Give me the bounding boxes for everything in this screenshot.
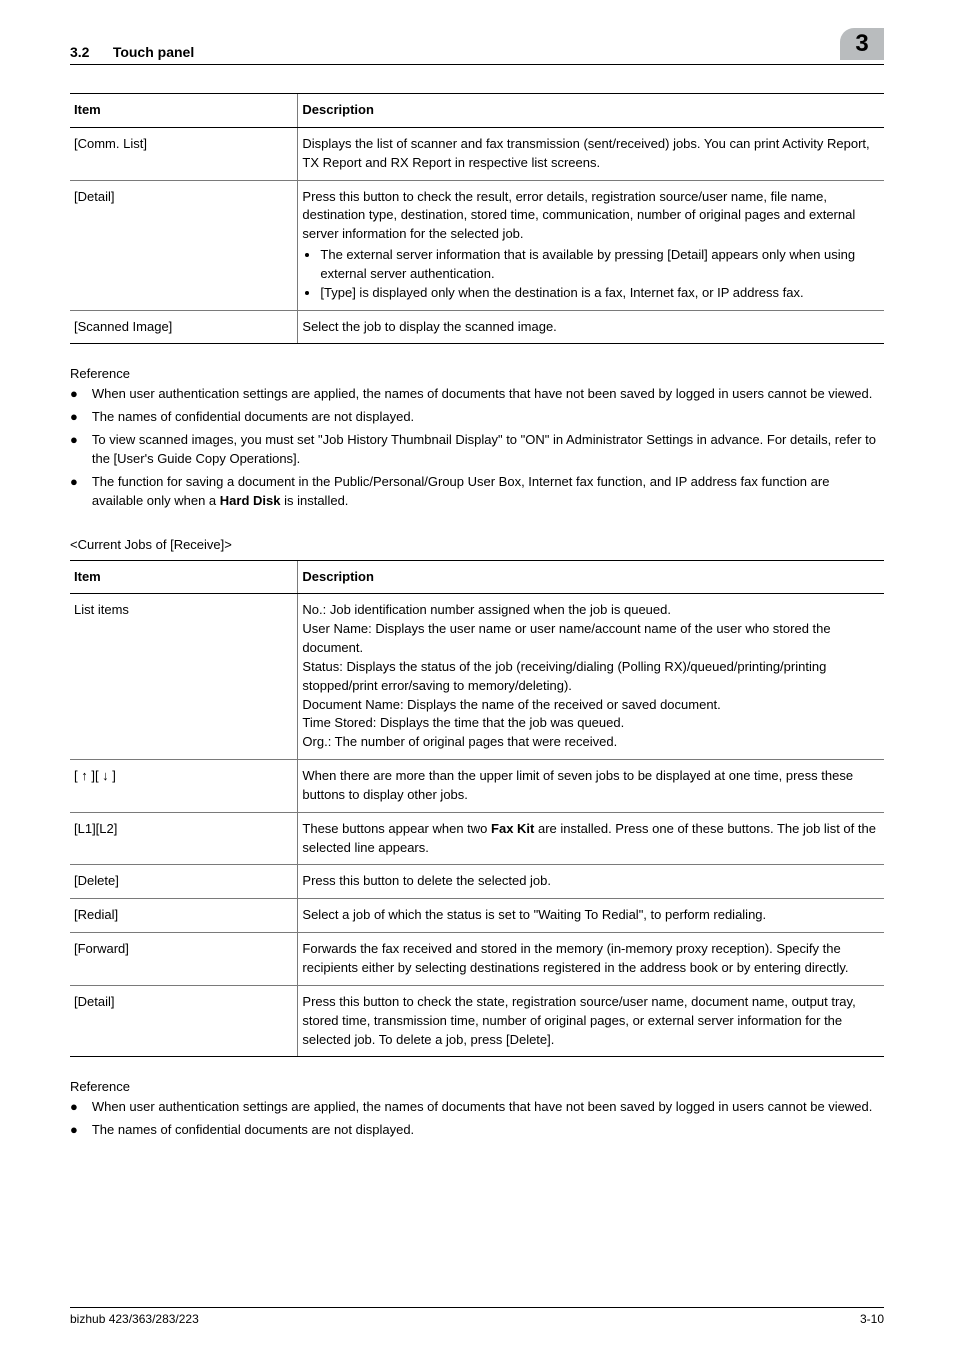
table2-r3-desc: Press this button to delete the selected… (298, 865, 884, 899)
subheading-current-jobs: <Current Jobs of [Receive]> (70, 537, 884, 552)
page: 3.2 Touch panel 3 Item Description [Comm… (0, 0, 954, 1350)
table2-r3-item: [Delete] (70, 865, 298, 899)
page-footer: bizhub 423/363/283/223 3-10 (70, 1307, 884, 1326)
table1-r0-desc: Displays the list of scanner and fax tra… (298, 127, 884, 180)
ref1-item0: When user authentication settings are ap… (92, 385, 873, 404)
table1-r1-desc-pre: Press this button to check the result, e… (302, 189, 855, 242)
table2-r2-item: [L1][L2] (70, 812, 298, 865)
list-item: [Type] is displayed only when the destin… (320, 284, 876, 303)
ref1-item3-bold: Hard Disk (220, 493, 281, 508)
page-header: 3.2 Touch panel 3 (70, 28, 884, 60)
table-item-description-2: Item Description List items No.: Job ide… (70, 560, 884, 1058)
bullet-icon: ● (70, 1121, 78, 1140)
ref2-item1: The names of confidential documents are … (92, 1121, 414, 1140)
table-row: [Forward] Forwards the fax received and … (70, 933, 884, 986)
list-item: ● The names of confidential documents are… (70, 408, 884, 427)
list-item: ● To view scanned images, you must set "J… (70, 431, 884, 469)
table2-r2-pre: These buttons appear when two (302, 821, 491, 836)
footer-right: 3-10 (860, 1312, 884, 1326)
table1-col-item: Item (70, 94, 298, 128)
ref1-item3: The function for saving a document in th… (92, 473, 884, 511)
ref1-item3-pre: The function for saving a document in th… (92, 474, 830, 508)
list-item: The external server information that is … (320, 246, 876, 284)
header-left: 3.2 Touch panel (70, 44, 194, 60)
table-row: [Comm. List] Displays the list of scanne… (70, 127, 884, 180)
table1-r0-item: [Comm. List] (70, 127, 298, 180)
ref1-item2: To view scanned images, you must set "Jo… (92, 431, 884, 469)
table2-r5-item: [Forward] (70, 933, 298, 986)
table1-r1-desc: Press this button to check the result, e… (298, 180, 884, 310)
table2-header-row: Item Description (70, 560, 884, 594)
table-row: List items No.: Job identification numbe… (70, 594, 884, 760)
table-row: [Scanned Image] Select the job to displa… (70, 310, 884, 344)
list-item: ● The function for saving a document in … (70, 473, 884, 511)
bullet-icon: ● (70, 385, 78, 404)
reference-list-2: ● When user authentication settings are a… (70, 1098, 884, 1140)
table2-r4-item: [Redial] (70, 899, 298, 933)
section-title: Touch panel (113, 44, 194, 60)
header-rule (70, 64, 884, 65)
table2-col-desc: Description (298, 560, 884, 594)
bullet-icon: ● (70, 431, 78, 469)
reference-list-1: ● When user authentication settings are a… (70, 385, 884, 510)
table2-r6-desc: Press this button to check the state, re… (298, 985, 884, 1057)
table1-r2-item: [Scanned Image] (70, 310, 298, 344)
table2-r0-item: List items (70, 594, 298, 760)
table1-r1-item: [Detail] (70, 180, 298, 310)
section-number: 3.2 (70, 44, 89, 60)
table2-r5-desc: Forwards the fax received and stored in … (298, 933, 884, 986)
table2-r2-bold: Fax Kit (491, 821, 534, 836)
table1-r2-desc: Select the job to display the scanned im… (298, 310, 884, 344)
table2-r4-desc: Select a job of which the status is set … (298, 899, 884, 933)
bullet-icon: ● (70, 1098, 78, 1117)
table-row: [L1][L2] These buttons appear when two F… (70, 812, 884, 865)
table2-r1-item: [ ↑ ][ ↓ ] (70, 760, 298, 813)
reference-heading-1: Reference (70, 366, 884, 381)
table-row: [ ↑ ][ ↓ ] When there are more than the … (70, 760, 884, 813)
table-row: [Detail] Press this button to check the … (70, 180, 884, 310)
table1-header-row: Item Description (70, 94, 884, 128)
table2-r6-item: [Detail] (70, 985, 298, 1057)
reference-heading-2: Reference (70, 1079, 884, 1094)
table-row: [Redial] Select a job of which the statu… (70, 899, 884, 933)
table-item-description-1: Item Description [Comm. List] Displays t… (70, 93, 884, 344)
list-item: ● When user authentication settings are a… (70, 1098, 884, 1117)
table2-r1-desc: When there are more than the upper limit… (298, 760, 884, 813)
bullet-icon: ● (70, 473, 78, 511)
table2-r0-desc: No.: Job identification number assigned … (298, 594, 884, 760)
list-item: ● The names of confidential documents are… (70, 1121, 884, 1140)
table2-r2-desc: These buttons appear when two Fax Kit ar… (298, 812, 884, 865)
table2-col-item: Item (70, 560, 298, 594)
ref2-item0: When user authentication settings are ap… (92, 1098, 873, 1117)
bullet-icon: ● (70, 408, 78, 427)
table-row: [Delete] Press this button to delete the… (70, 865, 884, 899)
ref1-item1: The names of confidential documents are … (92, 408, 414, 427)
table1-r1-bullets: The external server information that is … (302, 246, 876, 303)
footer-left: bizhub 423/363/283/223 (70, 1312, 199, 1326)
table1-col-desc: Description (298, 94, 884, 128)
list-item: ● When user authentication settings are a… (70, 385, 884, 404)
ref1-item3-post: is installed. (280, 493, 348, 508)
table-row: [Detail] Press this button to check the … (70, 985, 884, 1057)
chapter-badge: 3 (840, 28, 884, 60)
